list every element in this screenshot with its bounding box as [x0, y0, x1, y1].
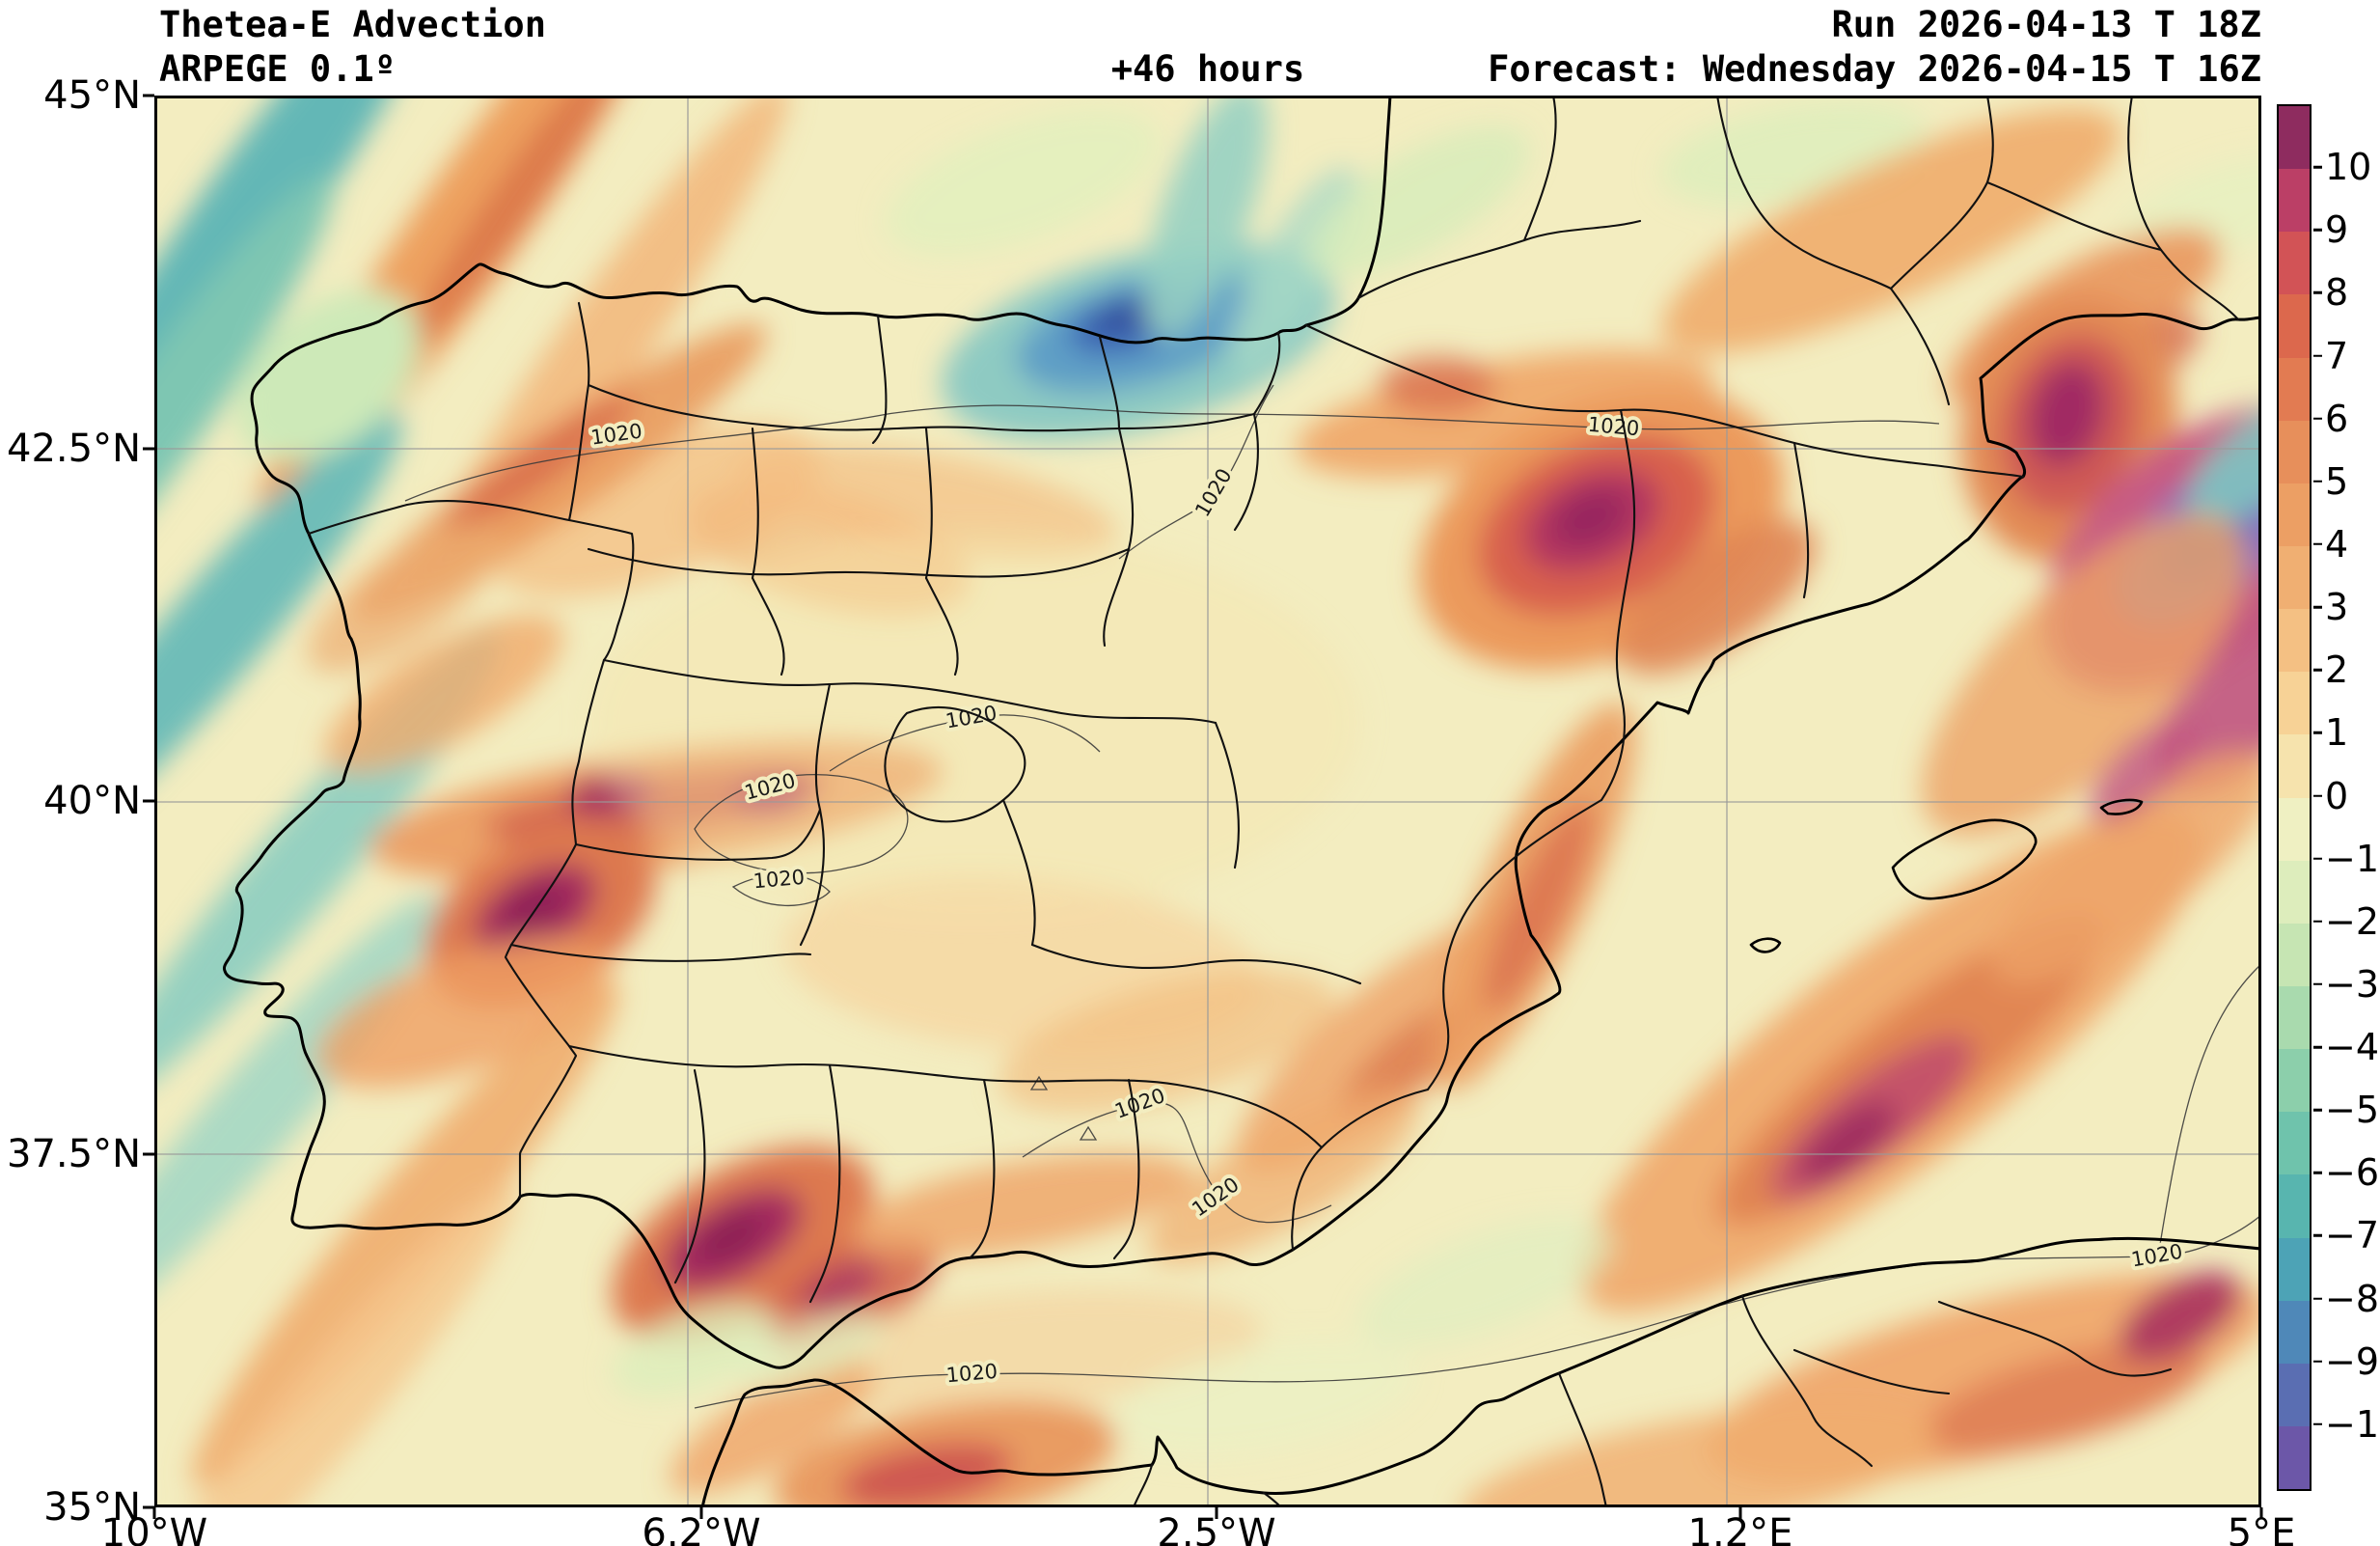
island-menorca	[2099, 798, 2144, 815]
y-tick-label: 42.5°N	[7, 427, 141, 471]
y-tick-label: 35°N	[43, 1485, 141, 1530]
colorbar-tick-label: −5	[2325, 1089, 2380, 1132]
x-tick-mark	[699, 1507, 703, 1519]
y-tick-mark	[143, 799, 154, 803]
x-tick-mark	[1738, 1507, 1742, 1519]
y-tick-mark	[143, 447, 154, 451]
contour-label: 1020	[1587, 413, 1640, 441]
y-tick-mark	[143, 94, 154, 97]
colorbar-tick-label: −4	[2325, 1026, 2380, 1069]
colorbar-segment	[2279, 1300, 2310, 1364]
island-ibiza	[1749, 937, 1782, 953]
colorbar-tick-label: −9	[2325, 1339, 2380, 1383]
colorbar-tick-label: 1	[2325, 711, 2349, 755]
colorbar-segment	[2279, 420, 2310, 483]
colorbar-segment	[2279, 1049, 2310, 1113]
colorbar-tick-label: −6	[2325, 1151, 2380, 1195]
colorbar-segment	[2279, 923, 2310, 986]
colorbar-segment	[2279, 294, 2310, 358]
colorbar-segment	[2279, 609, 2310, 673]
colorbar-tick-label: 6	[2325, 397, 2349, 440]
colorbar-gradient	[2277, 104, 2312, 1491]
island-mallorca	[1891, 818, 2038, 900]
forecast-label: Forecast: Wednesday 2026-04-15 T 16Z	[1488, 48, 2261, 90]
colorbar-tick-label: 5	[2325, 459, 2349, 503]
page-title: Thetea-E Advection	[159, 4, 546, 45]
model-label: ARPEGE 0.1º	[159, 48, 397, 90]
run-label: Run 2026-04-13 T 18Z	[1831, 4, 2261, 45]
lead-time-label: +46 hours	[1110, 48, 1305, 90]
x-tick-mark	[152, 1507, 156, 1519]
x-tick-mark	[2259, 1507, 2263, 1519]
y-tick-mark	[143, 1505, 154, 1509]
colorbar-segment	[2279, 1112, 2310, 1175]
colorbar-tick-label: −8	[2325, 1277, 2380, 1320]
y-tick-mark	[143, 1152, 154, 1156]
colorbar-tick-label: 4	[2325, 522, 2349, 566]
colorbar-tick-label: −2	[2325, 899, 2380, 943]
colorbar-segment	[2279, 1174, 2310, 1238]
colorbar-tick-label: −10	[2325, 1403, 2380, 1446]
colorbar-segment	[2279, 734, 2310, 798]
colorbar-segment	[2279, 860, 2310, 924]
map-svg: 1020 1020 1020 1020 1020 1020 1020 1020 …	[154, 96, 2261, 1507]
colorbar-tick-label: 3	[2325, 586, 2349, 629]
colorbar-tick-label: −7	[2325, 1214, 2380, 1257]
colorbar-segment	[2279, 1425, 2310, 1490]
colorbar-segment	[2279, 106, 2310, 170]
y-tick-label: 40°N	[43, 779, 141, 823]
map-frame	[154, 96, 2261, 1507]
colorbar-segment	[2279, 169, 2310, 233]
colorbar-tick-label: 7	[2325, 334, 2349, 377]
colorbar-segment	[2279, 1363, 2310, 1426]
colorbar-tick-label: 2	[2325, 649, 2349, 692]
colorbar-tick-label: 0	[2325, 774, 2349, 817]
x-tick-mark	[1215, 1507, 1218, 1519]
colorbar-tick-label: −1	[2325, 837, 2380, 880]
y-tick-label: 45°N	[43, 73, 141, 118]
colorbar-segment	[2279, 545, 2310, 610]
colorbar-tick-label: 9	[2325, 208, 2349, 252]
colorbar-tick-label: 10	[2325, 146, 2372, 189]
map-canvas: 1020 1020 1020 1020 1020 1020 1020 1020 …	[154, 96, 2261, 1507]
y-tick-label: 37.5°N	[7, 1132, 141, 1176]
admin-borders	[307, 96, 2240, 1507]
colorbar-tick-label: 8	[2325, 271, 2349, 315]
contour-label: 1020	[945, 1360, 999, 1388]
colorbar-segment	[2279, 985, 2310, 1050]
coastline	[222, 96, 2261, 1507]
graticule	[154, 96, 2261, 1507]
colorbar-segment	[2279, 357, 2310, 421]
advection-field	[154, 96, 2261, 1507]
colorbar-segment	[2279, 797, 2310, 861]
contour-label: 1020	[752, 866, 806, 894]
colorbar-segment	[2279, 483, 2310, 546]
colorbar-segment	[2279, 232, 2310, 295]
colorbar-segment	[2279, 1237, 2310, 1301]
colorbar-tick-label: −3	[2325, 962, 2380, 1006]
colorbar-segment	[2279, 672, 2310, 735]
